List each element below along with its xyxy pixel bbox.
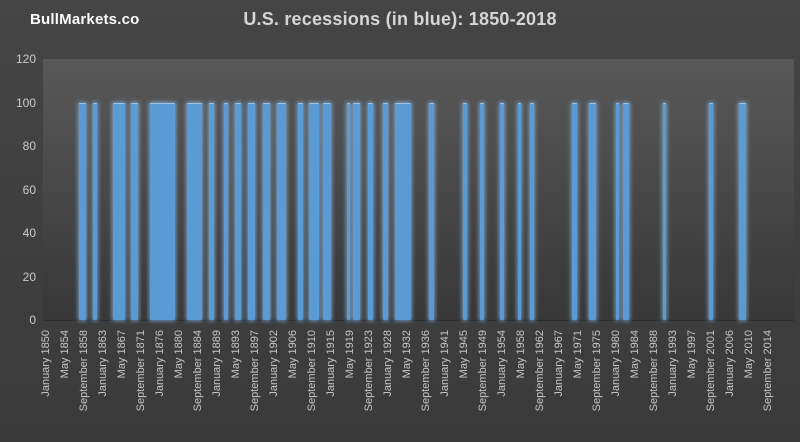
y-axis-tick-label: 20	[22, 269, 36, 284]
recession-bar	[382, 102, 389, 320]
recession-bar	[395, 102, 412, 320]
x-axis-tick-label: September 2014	[762, 330, 775, 412]
x-axis-tick-label: January 1954	[496, 330, 509, 397]
x-axis-tick-label: September 1988	[648, 330, 661, 412]
x-axis-tick-label: September 1910	[306, 330, 319, 412]
y-axis-tick-label: 40	[22, 226, 36, 240]
x-axis-tick-label: May 1971	[572, 330, 585, 379]
recession-bar	[209, 102, 215, 320]
x-axis-tick-label: January 1889	[211, 330, 223, 397]
x-axis-tick-label: January 1850	[40, 330, 52, 397]
x-axis-tick-label: September 1923	[363, 330, 376, 412]
recession-bar	[78, 102, 86, 320]
recession-bar	[277, 102, 287, 320]
x-axis-tick-label: January 1876	[154, 330, 166, 397]
x-axis-tick-label: May 1854	[59, 330, 71, 379]
recession-bar	[187, 102, 202, 320]
recession-bar	[463, 102, 467, 320]
recession-bar	[429, 102, 435, 320]
y-axis-tick-label: 100	[15, 95, 36, 110]
x-axis-tick-label: January 1980	[610, 330, 623, 397]
recession-bar	[297, 102, 303, 320]
recession-bar	[662, 102, 666, 320]
x-axis-tick-label: May 1867	[116, 330, 128, 379]
recession-bar	[309, 102, 319, 320]
recession-bar	[529, 102, 534, 320]
brand-logo: BullMarkets.co	[30, 11, 140, 28]
x-axis-tick-label: September 1897	[249, 330, 261, 412]
x-axis-tick-label: May 2010	[743, 330, 756, 379]
x-axis-tick-label: May 1984	[629, 330, 642, 379]
x-axis-tick-label: January 1863	[97, 330, 109, 397]
x-axis-tick-label: May 1945	[458, 330, 471, 379]
recession-bar	[131, 102, 139, 320]
x-axis-tick-label: May 1880	[173, 330, 185, 379]
recession-bar	[479, 102, 485, 320]
x-axis-tick-label: May 1906	[287, 330, 300, 379]
x-axis-tick-label: September 1962	[534, 330, 547, 412]
recession-bar	[150, 102, 175, 320]
recession-bar	[347, 102, 351, 320]
recession-bar	[616, 102, 620, 320]
x-axis-tick-label: May 1932	[401, 330, 414, 379]
recession-bar	[234, 102, 242, 320]
y-axis-tick-label: 80	[22, 139, 36, 153]
x-axis-tick-label: September 1858	[78, 330, 90, 412]
x-axis-tick-label: January 1993	[667, 330, 680, 397]
x-axis-tick-label: May 1958	[515, 330, 528, 379]
y-axis-tick-label: 60	[22, 182, 36, 197]
x-axis-tick-label: May 1997	[686, 330, 699, 379]
x-axis-tick-label: May 1919	[344, 330, 357, 379]
recession-bar	[113, 102, 126, 320]
x-axis-tick-label: September 1936	[420, 330, 433, 412]
recession-bar	[367, 102, 374, 320]
recession-bar	[247, 102, 255, 320]
x-axis-tick-label: January 1928	[382, 330, 395, 397]
x-axis-tick-label: January 1967	[553, 330, 566, 397]
recession-bar	[353, 102, 361, 320]
x-axis-tick-label: January 1915	[325, 330, 338, 397]
x-axis-tick-label: September 2001	[705, 330, 718, 412]
x-axis-tick-label: January 1941	[439, 330, 452, 397]
x-axis-tick-label: January 2006	[724, 330, 737, 397]
recession-bar	[589, 102, 596, 320]
x-axis-tick-label: May 1893	[230, 330, 242, 379]
recession-bar	[623, 102, 630, 320]
chart-title: U.S. recessions (in blue): 1850-2018	[243, 9, 557, 29]
x-axis-tick-label: September 1871	[135, 330, 147, 412]
recession-bar	[223, 102, 228, 320]
recession-bar	[500, 102, 505, 320]
recession-bar	[518, 102, 522, 320]
recession-bar	[572, 102, 577, 320]
x-axis-tick-label: September 1975	[591, 330, 604, 412]
x-axis-tick-label: January 1902	[268, 330, 281, 397]
x-axis-tick-label: September 1949	[477, 330, 490, 412]
x-axis-tick-label: September 1884	[192, 330, 204, 412]
recession-bar	[263, 102, 270, 320]
y-axis-tick-label: 120	[15, 52, 36, 66]
y-axis-tick-label: 0	[29, 313, 36, 327]
recession-bar	[93, 102, 97, 320]
recession-bar	[322, 102, 332, 320]
recession-bar	[709, 102, 713, 320]
recession-bar	[738, 102, 746, 320]
